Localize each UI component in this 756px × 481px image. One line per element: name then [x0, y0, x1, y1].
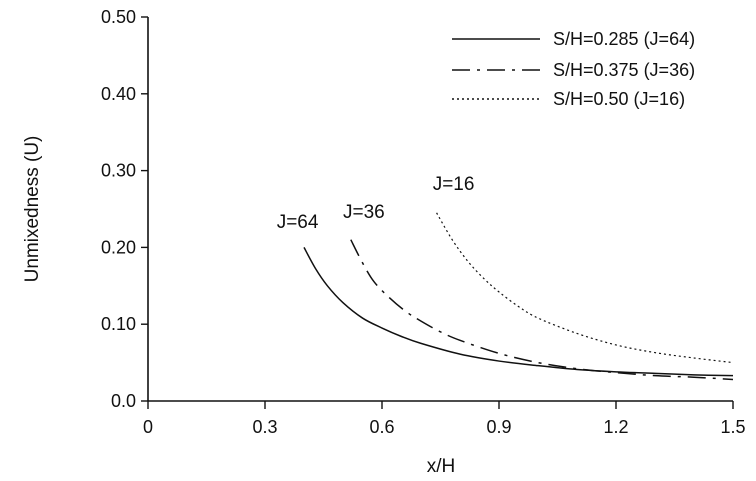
- curve-label: J=64: [277, 212, 319, 233]
- series-lines: [303, 212, 734, 381]
- x-tick-label: 0.6: [369, 417, 394, 437]
- x-tick-label: 1.5: [720, 417, 745, 437]
- curve-annotations: J=64 J=36 J=16: [277, 174, 475, 233]
- y-axis-title: Unmixedness (U): [22, 136, 43, 283]
- legend-label: S/H=0.50 (J=16): [553, 89, 685, 109]
- y-tick-label: 0.0: [111, 391, 136, 411]
- curve-label: J=36: [343, 202, 385, 223]
- plot-area: [147, 17, 733, 402]
- y-tick-label: 0.30: [101, 161, 136, 181]
- legend-label: S/H=0.375 (J=36): [553, 60, 695, 80]
- legend-label: S/H=0.285 (J=64): [553, 29, 695, 49]
- y-tick-label: 0.10: [101, 314, 136, 334]
- y-axis-ticks: 0.0 0.10 0.20 0.30 0.40 0.50: [101, 7, 148, 411]
- curve-label: J=16: [433, 174, 475, 195]
- y-tick-label: 0.50: [101, 7, 136, 27]
- x-tick-label: 0: [143, 417, 153, 437]
- x-axis-title: x/H: [427, 456, 456, 477]
- y-tick-label: 0.20: [101, 237, 136, 257]
- x-tick-label: 1.2: [603, 417, 628, 437]
- series-line-1: [303, 247, 734, 377]
- series-line-2: [350, 239, 734, 381]
- x-tick-label: 0.9: [486, 417, 511, 437]
- x-axis-ticks: 0 0.3 0.6 0.9 1.2 1.5: [143, 401, 746, 437]
- series-line-3: [436, 212, 734, 364]
- y-tick-label: 0.40: [101, 84, 136, 104]
- x-tick-label: 0.3: [252, 417, 277, 437]
- legend: S/H=0.285 (J=64) S/H=0.375 (J=36) S/H=0.50…: [452, 29, 695, 109]
